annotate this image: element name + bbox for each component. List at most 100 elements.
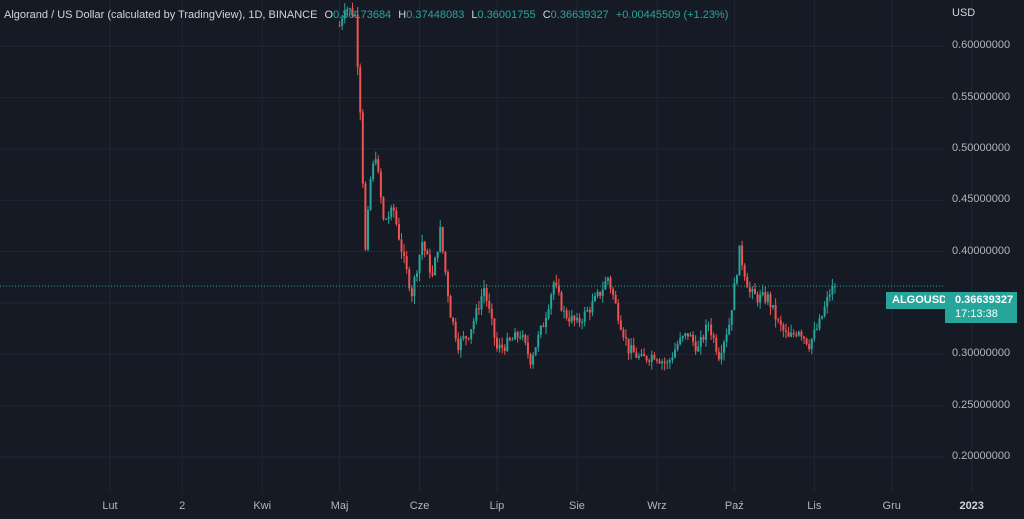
currency-label[interactable]: USD — [952, 7, 976, 19]
candle-body — [748, 287, 751, 292]
candle-body — [343, 10, 346, 19]
price-tick-label: 0.45000000 — [952, 193, 1011, 206]
candle-body — [364, 183, 367, 250]
candle-body — [452, 317, 455, 323]
candle-body — [619, 320, 622, 330]
candle-body — [395, 210, 398, 224]
candle-body — [774, 305, 777, 320]
candle-body — [519, 337, 522, 339]
candle-body — [710, 324, 713, 336]
high-label: H — [398, 9, 407, 21]
candle-body — [444, 251, 447, 273]
candle-body — [604, 281, 607, 290]
candle-body — [423, 241, 426, 251]
time-tick-label: Lut — [102, 500, 118, 512]
candle-body — [508, 338, 511, 340]
candle-body — [653, 354, 656, 360]
candle-body — [764, 292, 767, 302]
candle-body — [606, 277, 609, 282]
candle-body — [477, 308, 480, 310]
time-tick-label: Kwi — [253, 500, 272, 512]
candle-body — [826, 296, 829, 307]
candle-body — [356, 14, 359, 68]
candle-body — [746, 276, 749, 288]
candle-body — [514, 332, 517, 340]
candles — [338, 2, 836, 371]
candle-body — [635, 352, 638, 358]
price-tick-label: 0.55000000 — [952, 90, 1011, 103]
candle-body — [766, 294, 769, 302]
candle-body — [428, 254, 431, 273]
candle-body — [692, 334, 695, 342]
candle-body — [679, 338, 682, 345]
candle-body — [640, 353, 643, 356]
time-tick-label: 2 — [179, 500, 186, 512]
candle-body — [777, 319, 780, 321]
candle-body — [630, 345, 633, 354]
last-price-tag: 0.36639327 17:13:38 — [945, 292, 1017, 323]
candle-body — [418, 254, 421, 274]
candle-body — [366, 209, 369, 250]
candle-body — [743, 265, 746, 277]
candle-body — [661, 361, 664, 364]
candle-body — [810, 338, 813, 350]
candle-body — [483, 288, 486, 297]
candle-body — [609, 277, 612, 289]
time-tick-label: Lis — [807, 500, 822, 512]
candle-body — [756, 294, 759, 303]
candle-body — [462, 336, 465, 339]
chart-legend: Algorand / US Dollar (calculated by Trad… — [4, 9, 728, 21]
candle-body — [715, 337, 718, 352]
candle-body — [689, 334, 692, 337]
candle-body — [741, 245, 744, 266]
candle-body — [797, 331, 800, 336]
candle-body — [377, 159, 380, 172]
candle-body — [787, 332, 790, 337]
candle-body — [594, 295, 597, 302]
candle-body — [601, 289, 604, 296]
candle-body — [565, 310, 568, 319]
candle-body — [800, 331, 803, 337]
candle-body — [341, 18, 344, 26]
candle-body — [637, 355, 640, 358]
open-label: O — [324, 9, 334, 21]
candle-body — [379, 171, 382, 198]
change-value: +0.00445509 (+1.23%) — [615, 9, 729, 21]
candle-body — [759, 294, 762, 303]
candle-body — [795, 334, 798, 336]
candle-body — [650, 354, 653, 362]
price-tick-label: 0.25000000 — [952, 398, 1011, 411]
time-tick-label: Wrz — [647, 500, 667, 512]
candle-body — [361, 112, 364, 184]
candle-body — [694, 341, 697, 352]
candle-body — [434, 257, 437, 276]
price-tick-label: 0.40000000 — [952, 244, 1011, 257]
candle-body — [666, 362, 669, 364]
candle-body — [815, 328, 818, 330]
high-value: 0.37448083 — [406, 9, 465, 21]
candle-body — [632, 345, 635, 353]
time-tick-label: Paź — [724, 500, 744, 512]
candle-body — [408, 269, 411, 289]
candle-body — [575, 317, 578, 321]
candle-body — [547, 308, 550, 318]
candle-body — [624, 337, 627, 339]
candle-body — [733, 283, 736, 311]
open-value: 0.36173684 — [333, 9, 392, 21]
candle-body — [560, 292, 563, 311]
candle-body — [426, 250, 429, 255]
candle-body — [663, 361, 666, 364]
candle-body — [359, 67, 362, 113]
candle-body — [599, 291, 602, 296]
candle-body — [730, 310, 733, 325]
candle-body — [503, 347, 506, 351]
candle-body — [537, 334, 540, 348]
candle-body — [676, 344, 679, 350]
candle-body — [392, 207, 395, 211]
time-tick-label: Cze — [409, 500, 430, 512]
candle-body — [539, 325, 542, 335]
candle-body — [542, 325, 545, 327]
candle-body — [612, 288, 615, 295]
candle-body — [831, 286, 834, 295]
